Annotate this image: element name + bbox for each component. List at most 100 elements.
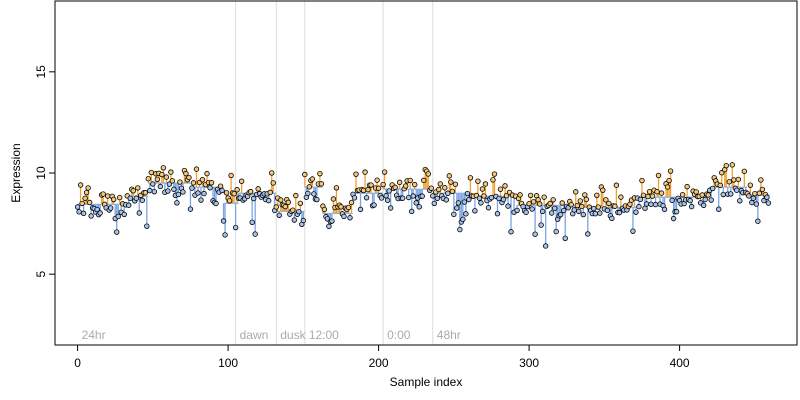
data-point [577, 198, 583, 204]
data-point [144, 223, 150, 229]
data-point [568, 201, 574, 208]
data-point [114, 229, 120, 235]
data-point [702, 196, 708, 203]
data-point [85, 185, 91, 191]
data-point [405, 194, 412, 201]
data-point [190, 180, 197, 186]
data-point [649, 193, 656, 199]
data-point [421, 177, 427, 184]
data-point [79, 200, 85, 207]
data-point [655, 172, 662, 179]
x-axis-label: Sample index [390, 375, 463, 389]
data-point [475, 178, 481, 184]
data-point [117, 194, 123, 201]
data-point [595, 204, 602, 210]
separator-label: 24hr [82, 328, 106, 342]
data-point [553, 228, 559, 235]
data-point [530, 199, 537, 205]
data-point [147, 187, 153, 194]
data-point [97, 210, 103, 216]
data-point [551, 205, 558, 212]
data-point [667, 168, 674, 174]
data-point [764, 194, 770, 200]
data-point [338, 204, 344, 210]
x-tick-label: 400 [670, 356, 690, 370]
data-point [637, 196, 644, 203]
data-point [250, 195, 257, 202]
data-point [630, 228, 636, 234]
data-point [100, 191, 106, 197]
data-point [121, 211, 127, 218]
data-point [729, 162, 735, 168]
data-point [82, 195, 88, 202]
data-point [445, 190, 451, 196]
data-point [463, 211, 469, 217]
data-point [765, 200, 772, 206]
data-point [302, 171, 308, 178]
data-point [452, 181, 459, 188]
data-point [479, 186, 486, 192]
data-point [273, 204, 279, 210]
data-point [186, 174, 192, 181]
separator-label: dusk [280, 328, 306, 342]
data-point [407, 177, 413, 184]
data-point [309, 176, 316, 182]
data-point [500, 196, 507, 203]
data-point [749, 199, 755, 206]
data-point [536, 201, 543, 207]
data-point [481, 193, 487, 199]
data-point [306, 184, 313, 190]
data-point [410, 193, 416, 199]
data-point [443, 197, 450, 203]
data-point [276, 212, 282, 218]
data-point [154, 176, 161, 182]
data-point [449, 188, 456, 194]
data-point [448, 179, 454, 185]
data-point [330, 196, 337, 202]
data-point [574, 202, 580, 209]
data-point [270, 180, 276, 186]
data-point [523, 209, 529, 216]
data-point [363, 195, 370, 201]
data-point [616, 209, 623, 216]
data-point [476, 195, 483, 201]
data-point [163, 174, 170, 180]
data-point [508, 229, 514, 235]
data-point [526, 200, 532, 207]
data-point [582, 192, 588, 198]
data-point [485, 205, 492, 211]
data-point [314, 196, 320, 203]
data-point [547, 200, 553, 207]
data-point [392, 184, 398, 191]
data-point [368, 182, 374, 188]
data-point [648, 201, 654, 207]
x-tick-label: 300 [519, 356, 539, 370]
data-point [643, 201, 650, 207]
data-point [139, 197, 145, 203]
data-point [266, 197, 272, 204]
data-point [204, 170, 210, 177]
data-point [267, 189, 273, 196]
data-point [291, 217, 298, 223]
data-point [606, 200, 612, 207]
data-point [193, 166, 200, 172]
data-point [446, 173, 453, 179]
data-point [594, 192, 600, 199]
data-point [133, 195, 139, 201]
data-point [460, 216, 466, 223]
data-point [198, 197, 204, 203]
data-point [539, 208, 546, 215]
data-point [416, 204, 422, 210]
data-point [374, 177, 380, 183]
data-point [755, 218, 761, 224]
data-point [165, 188, 171, 194]
data-point [300, 217, 307, 224]
data-point [285, 199, 291, 206]
data-point [83, 189, 90, 196]
data-point [527, 192, 534, 199]
data-point [297, 200, 304, 206]
data-point [208, 180, 215, 186]
y-axis-label: Expression [9, 143, 23, 202]
data-point [716, 206, 722, 212]
data-point [693, 189, 699, 195]
